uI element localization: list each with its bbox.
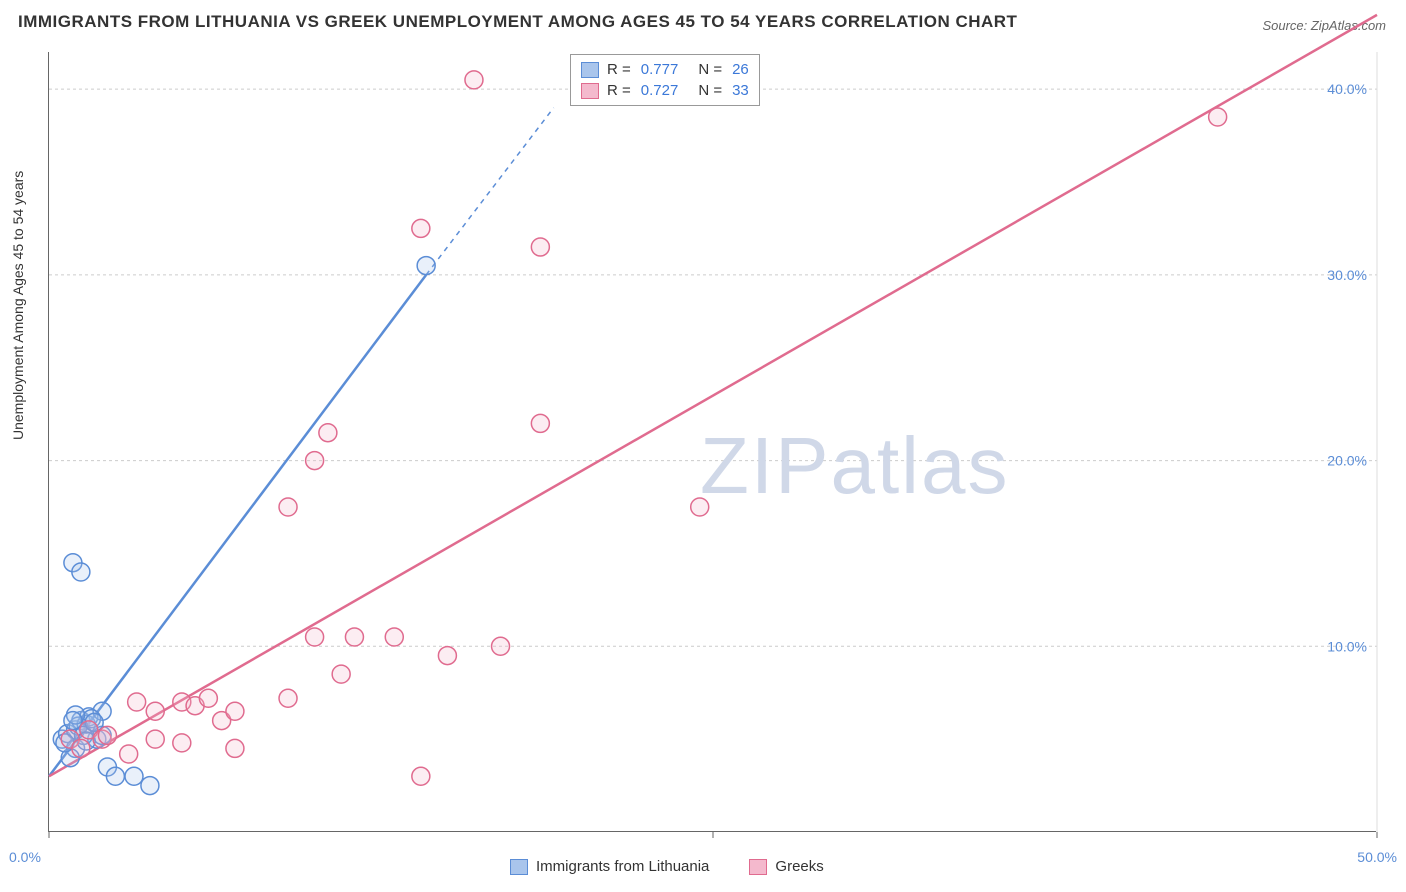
y-tick-label: 20.0% bbox=[1327, 453, 1367, 469]
data-point bbox=[98, 726, 116, 744]
y-tick-label: 10.0% bbox=[1327, 638, 1367, 654]
data-point bbox=[1209, 108, 1227, 126]
x-tick-label: 0.0% bbox=[9, 849, 41, 865]
y-tick-label: 30.0% bbox=[1327, 267, 1367, 283]
data-point bbox=[345, 628, 363, 646]
legend-item-lithuania: Immigrants from Lithuania bbox=[510, 858, 709, 875]
legend-row-lithuania: R = 0.777 N = 26 bbox=[581, 59, 749, 80]
swatch-lithuania bbox=[581, 62, 599, 78]
data-point bbox=[173, 734, 191, 752]
data-point bbox=[146, 730, 164, 748]
data-point bbox=[412, 219, 430, 237]
swatch-greeks bbox=[749, 859, 767, 875]
data-point bbox=[438, 647, 456, 665]
data-point bbox=[417, 257, 435, 275]
data-point bbox=[120, 745, 138, 763]
legend-label-lithuania: Immigrants from Lithuania bbox=[536, 858, 709, 875]
correlation-legend: R = 0.777 N = 26 R = 0.727 N = 33 bbox=[570, 54, 760, 106]
data-point bbox=[72, 563, 90, 581]
data-point bbox=[226, 702, 244, 720]
data-point bbox=[125, 767, 143, 785]
data-point bbox=[72, 739, 90, 757]
regression-line bbox=[49, 275, 426, 776]
swatch-greeks bbox=[581, 83, 599, 99]
data-point bbox=[412, 767, 430, 785]
data-point bbox=[332, 665, 350, 683]
data-point bbox=[141, 777, 159, 795]
data-point bbox=[306, 628, 324, 646]
data-point bbox=[279, 498, 297, 516]
chart-title: IMMIGRANTS FROM LITHUANIA VS GREEK UNEMP… bbox=[18, 12, 1017, 32]
y-axis-label: Unemployment Among Ages 45 to 54 years bbox=[10, 171, 26, 440]
r-value-lithuania: 0.777 bbox=[641, 61, 679, 78]
n-value-lithuania: 26 bbox=[732, 61, 749, 78]
regression-line bbox=[49, 15, 1377, 776]
data-point bbox=[465, 71, 483, 89]
series-legend: Immigrants from Lithuania Greeks bbox=[510, 858, 824, 875]
n-label: N = bbox=[698, 82, 722, 99]
data-point bbox=[492, 637, 510, 655]
r-label: R = bbox=[607, 82, 631, 99]
data-point bbox=[146, 702, 164, 720]
r-value-greeks: 0.727 bbox=[641, 82, 679, 99]
swatch-lithuania bbox=[510, 859, 528, 875]
data-point bbox=[128, 693, 146, 711]
n-label: N = bbox=[698, 61, 722, 78]
data-point bbox=[319, 424, 337, 442]
y-tick-label: 40.0% bbox=[1327, 81, 1367, 97]
legend-item-greeks: Greeks bbox=[749, 858, 823, 875]
legend-label-greeks: Greeks bbox=[775, 858, 823, 875]
watermark: ZIPatlas bbox=[700, 420, 1009, 512]
data-point bbox=[64, 712, 82, 730]
legend-row-greeks: R = 0.727 N = 33 bbox=[581, 80, 749, 101]
data-point bbox=[226, 739, 244, 757]
x-tick-label: 50.0% bbox=[1357, 849, 1397, 865]
data-point bbox=[306, 452, 324, 470]
n-value-greeks: 33 bbox=[732, 82, 749, 99]
data-point bbox=[106, 767, 124, 785]
data-point bbox=[531, 238, 549, 256]
data-point bbox=[199, 689, 217, 707]
data-point bbox=[385, 628, 403, 646]
data-point bbox=[279, 689, 297, 707]
r-label: R = bbox=[607, 61, 631, 78]
data-point bbox=[531, 414, 549, 432]
